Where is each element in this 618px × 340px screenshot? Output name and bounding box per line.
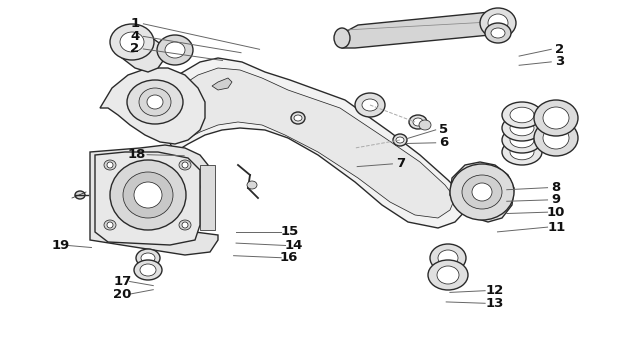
Ellipse shape [120,32,144,52]
Ellipse shape [510,120,534,136]
Text: 6: 6 [439,136,448,149]
Text: 8: 8 [552,181,561,194]
Ellipse shape [502,115,542,141]
Text: 20: 20 [113,288,132,301]
Ellipse shape [140,264,156,276]
Ellipse shape [510,107,534,123]
Ellipse shape [543,127,569,149]
Ellipse shape [141,253,155,263]
Ellipse shape [165,42,185,58]
Ellipse shape [107,162,113,168]
Text: 12: 12 [485,284,504,297]
Text: 7: 7 [396,157,405,170]
Ellipse shape [502,102,542,128]
Ellipse shape [182,222,188,228]
Polygon shape [95,152,200,245]
Polygon shape [100,68,205,144]
Ellipse shape [123,172,173,218]
Ellipse shape [437,266,459,284]
Ellipse shape [110,24,154,60]
Polygon shape [200,165,215,230]
Polygon shape [155,58,468,228]
Ellipse shape [179,160,191,170]
Ellipse shape [362,99,378,111]
Ellipse shape [413,118,423,126]
Ellipse shape [502,127,542,153]
Ellipse shape [107,222,113,228]
Text: 19: 19 [51,239,70,252]
Ellipse shape [534,100,578,136]
Polygon shape [168,68,455,218]
Polygon shape [340,12,498,48]
Ellipse shape [179,220,191,230]
Text: 4: 4 [130,30,139,43]
Ellipse shape [147,95,163,109]
Ellipse shape [480,8,516,38]
Text: 15: 15 [280,225,298,238]
Text: 18: 18 [128,148,146,161]
Ellipse shape [409,115,427,129]
Ellipse shape [334,28,350,48]
Ellipse shape [543,107,569,129]
Ellipse shape [462,175,502,209]
Text: 17: 17 [113,275,132,288]
Polygon shape [450,162,514,222]
Ellipse shape [157,35,193,65]
Ellipse shape [428,260,468,290]
Ellipse shape [430,244,466,272]
Text: 1: 1 [130,17,139,30]
Ellipse shape [294,115,302,121]
Text: 5: 5 [439,123,448,136]
Ellipse shape [110,160,186,230]
Ellipse shape [396,137,404,143]
Ellipse shape [247,181,257,189]
Ellipse shape [136,249,160,267]
Text: 3: 3 [555,55,564,68]
Ellipse shape [291,112,305,124]
Ellipse shape [134,260,162,280]
Text: 14: 14 [284,239,303,252]
Ellipse shape [472,183,492,201]
Ellipse shape [182,162,188,168]
Ellipse shape [104,220,116,230]
Polygon shape [90,145,218,255]
Ellipse shape [510,132,534,148]
Ellipse shape [139,88,171,116]
Ellipse shape [438,250,458,266]
Ellipse shape [419,120,431,130]
Ellipse shape [393,134,407,146]
Ellipse shape [534,120,578,156]
Ellipse shape [510,144,534,160]
Ellipse shape [485,23,511,43]
Ellipse shape [134,182,162,208]
Polygon shape [118,32,165,72]
Text: 11: 11 [547,221,565,234]
Ellipse shape [104,160,116,170]
Ellipse shape [502,139,542,165]
Ellipse shape [127,80,183,124]
Text: 2: 2 [130,42,139,55]
Text: 13: 13 [485,297,504,310]
Text: 10: 10 [547,206,565,219]
Text: 2: 2 [555,43,564,56]
Ellipse shape [491,28,505,38]
Ellipse shape [75,191,85,199]
Ellipse shape [450,164,514,220]
Text: 9: 9 [552,193,561,206]
Polygon shape [212,78,232,90]
Ellipse shape [488,14,508,32]
Ellipse shape [355,93,385,117]
Text: 16: 16 [280,251,298,264]
